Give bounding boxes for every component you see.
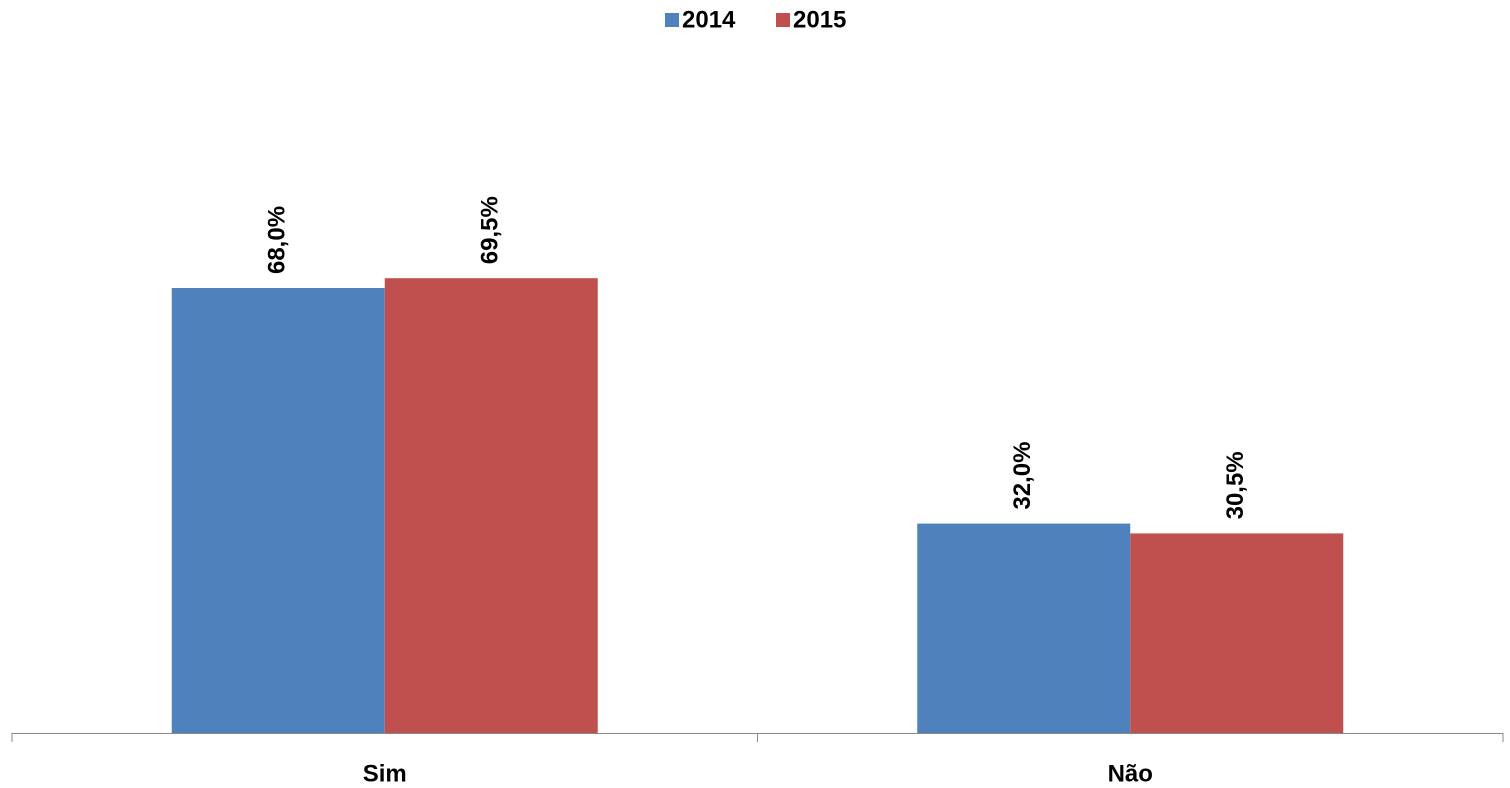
bar xyxy=(917,523,1131,733)
legend-label: 2015 xyxy=(793,6,846,33)
value-label: 69,5% xyxy=(477,196,504,264)
x-tick-label: Sim xyxy=(363,760,407,787)
bar xyxy=(171,288,385,733)
bar xyxy=(1130,533,1344,733)
value-label: 32,0% xyxy=(1009,442,1036,510)
value-label: 68,0% xyxy=(264,206,291,274)
value-label: 30,5% xyxy=(1222,451,1249,519)
x-tick-label: Não xyxy=(1108,760,1153,787)
legend-swatch xyxy=(665,13,679,27)
legend-label: 2014 xyxy=(682,6,736,33)
bar xyxy=(384,278,598,733)
legend-swatch xyxy=(776,13,790,27)
